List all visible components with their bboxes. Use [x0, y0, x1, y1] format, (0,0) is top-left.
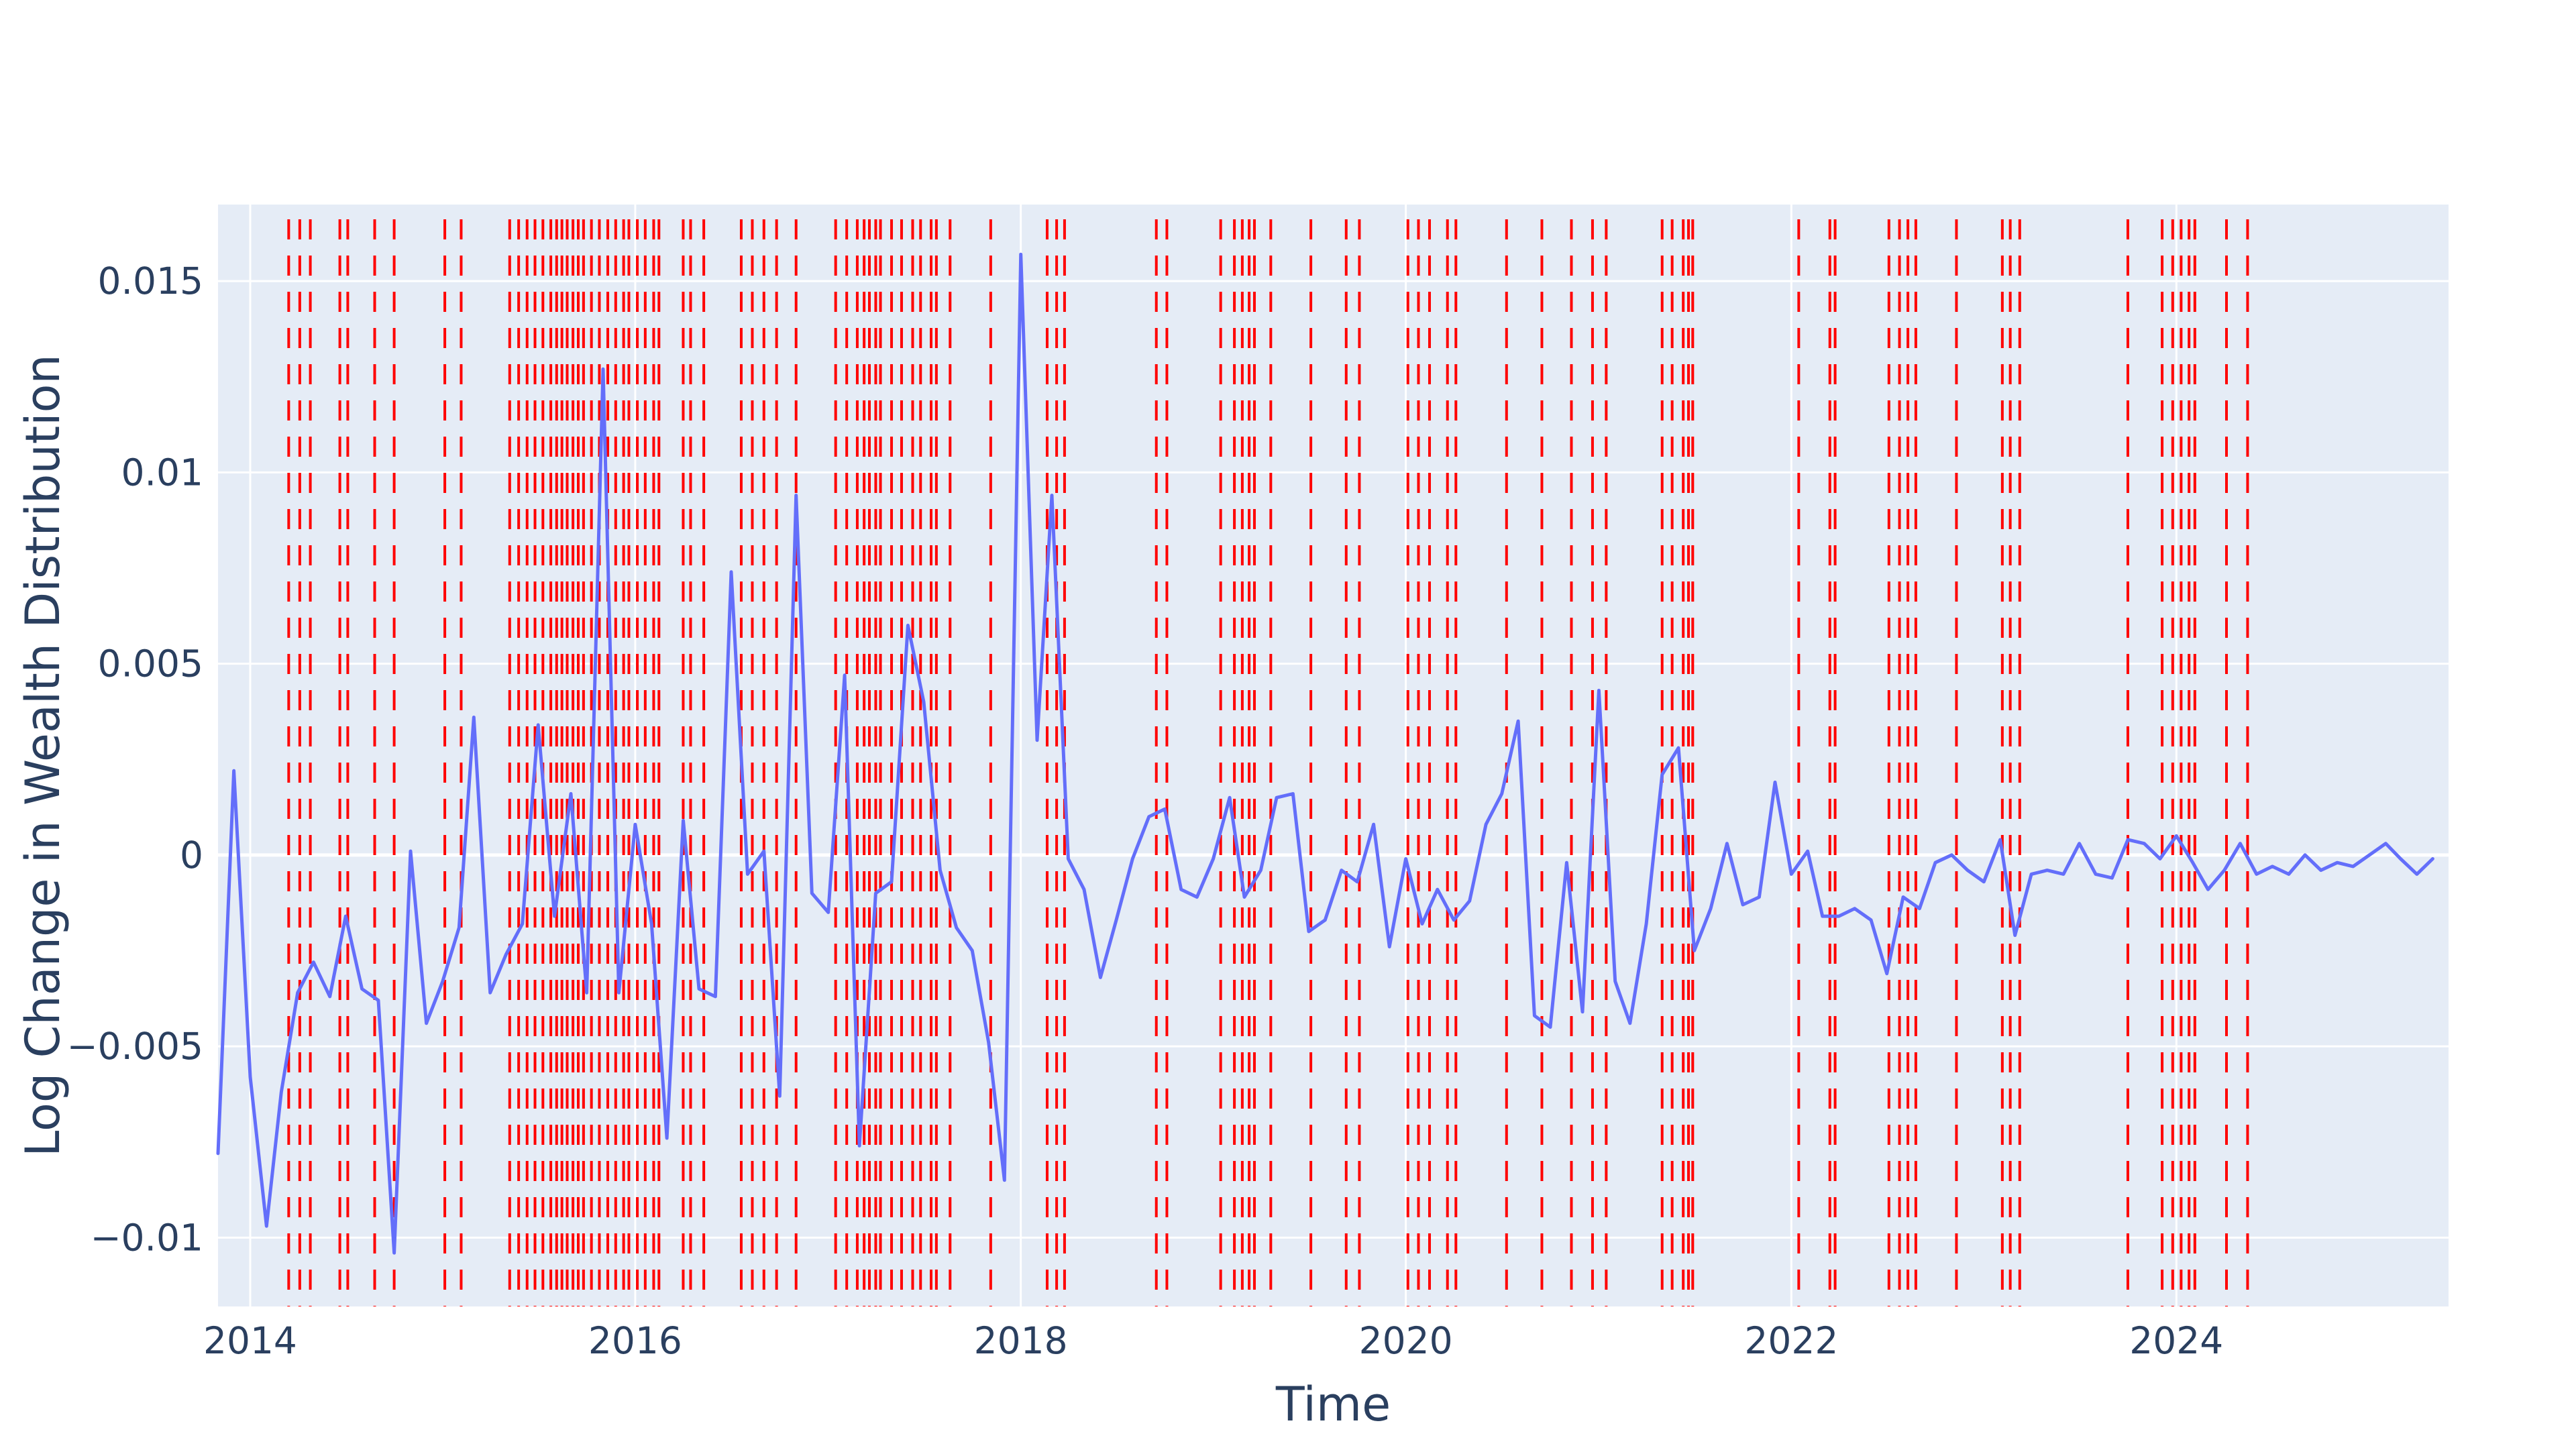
x-axis-ticks: 2014 2016 2018 2020 2022 2024 [203, 1319, 2223, 1362]
x-tick-label: 2022 [1744, 1319, 1838, 1362]
y-tick-label: −0.01 [90, 1216, 203, 1259]
y-axis-ticks: −0.01 −0.005 0 0.005 0.01 0.015 [66, 260, 203, 1259]
x-tick-label: 2014 [203, 1319, 297, 1362]
grid [218, 205, 2449, 1306]
x-tick-label: 2018 [974, 1319, 1068, 1362]
x-tick-label: 2016 [588, 1319, 682, 1362]
event-lines [287, 219, 2249, 1306]
series-line [216, 252, 2434, 1255]
y-tick-label: 0 [180, 834, 203, 877]
x-axis-title: Time [1275, 1377, 1391, 1432]
plot-area [218, 205, 2449, 1306]
y-tick-label: −0.005 [66, 1025, 203, 1068]
y-tick-label: 0.005 [98, 643, 203, 685]
y-tick-label: 0.015 [98, 260, 203, 302]
x-tick-label: 2020 [1359, 1319, 1453, 1362]
x-tick-label: 2024 [2129, 1319, 2223, 1362]
y-axis-title: Log Change in Wealth Distribution [15, 354, 70, 1157]
y-tick-label: 0.01 [121, 451, 203, 494]
series-layer [216, 252, 2434, 1255]
